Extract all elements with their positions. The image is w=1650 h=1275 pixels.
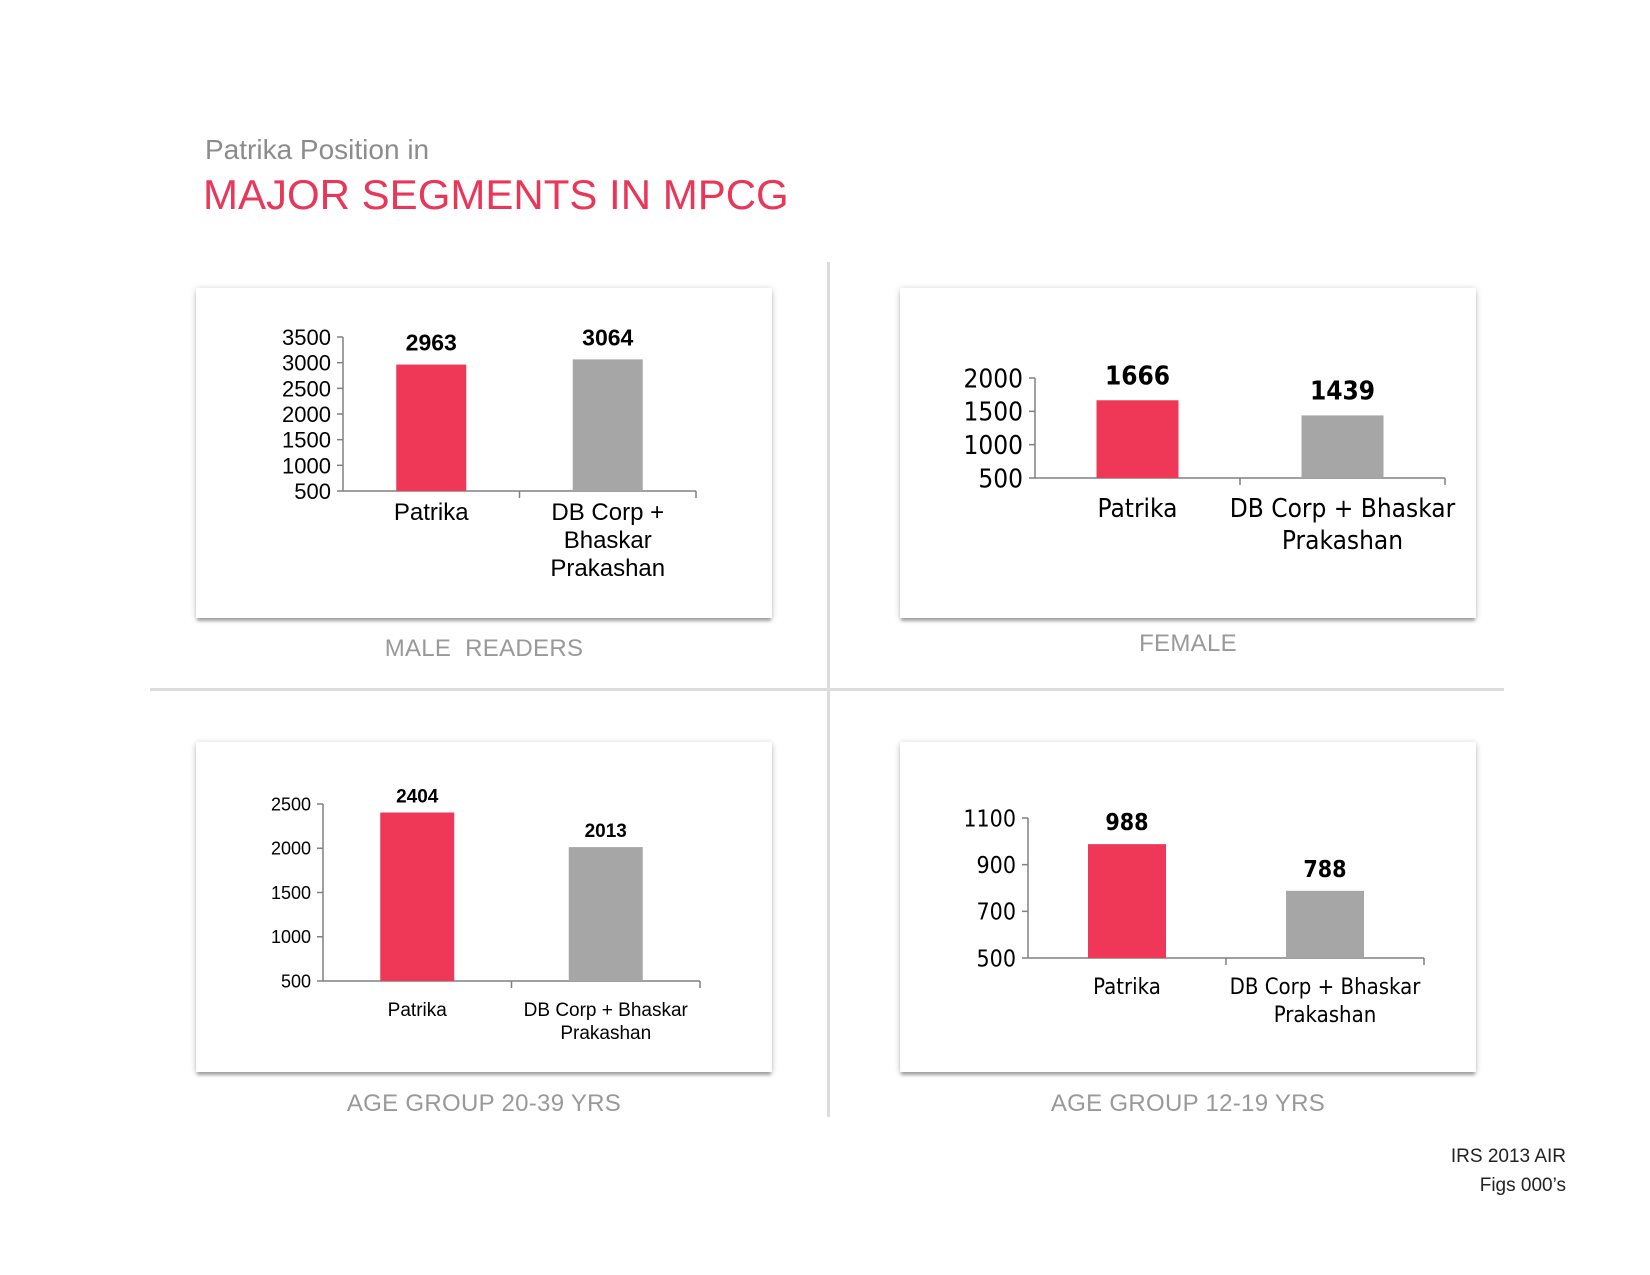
y-tick-label: 1000: [271, 927, 311, 947]
age-12-19-label: AGE GROUP 12-19 YRS: [1050, 1090, 1326, 1117]
bar-value-label: 2013: [585, 821, 627, 842]
age-12-19-chart: 500 700 900 1100 988 Patrika 788 DB Corp + Bhas…: [963, 806, 1425, 1028]
y-tick-label: 2500: [271, 794, 311, 814]
age-20-39-label: AGE GROUP 20-39 YRS: [346, 1090, 622, 1117]
bar-value-label: 3064: [582, 324, 633, 350]
bar-db-corp: [572, 359, 643, 491]
y-tick-label: 1000: [282, 453, 331, 478]
y-tick-label: 2000: [271, 839, 311, 859]
y-tick-label: 900: [977, 853, 1017, 879]
y-tick-label: 500: [978, 464, 1023, 494]
category-label: Patrika: [388, 1000, 448, 1021]
page-title: MAJOR SEGMENTS IN MPCG: [203, 171, 789, 218]
age-12-19-chart-panel: 500 700 900 1100 988 Patrika 788 DB Corp + Bhas…: [900, 742, 1476, 1072]
y-tick-label: 2500: [282, 376, 331, 401]
male-readers-label: MALE READERS: [384, 635, 584, 662]
bar-db-corp: [1286, 890, 1364, 958]
y-tick-label: 1500: [963, 398, 1023, 428]
source-line-1: IRS 2013 AIR: [1450, 1146, 1566, 1167]
bar-value-label: 788: [1303, 857, 1346, 883]
age-20-39-chart: 500 1000 1500 2000 2500 2404 Patrika 2013 DB Cor…: [271, 786, 701, 1044]
bar-value-label: 1666: [1105, 361, 1170, 391]
category-label: Prakashan: [1282, 526, 1403, 556]
y-tick-label: 1000: [963, 431, 1023, 461]
category-label: Prakashan: [550, 555, 665, 582]
category-label: Patrika: [1093, 975, 1161, 1000]
category-label: Prakashan: [560, 1023, 651, 1044]
y-tick-label: 500: [281, 971, 311, 991]
female-label: FEMALE: [1139, 630, 1237, 657]
bar-value-label: 988: [1105, 810, 1148, 836]
age-20-39-chart-panel: 500 1000 1500 2000 2500 2404 Patrika 2013 DB Cor…: [196, 742, 772, 1072]
bar-db-corp: [568, 847, 643, 981]
y-tick-label: 1500: [282, 428, 331, 453]
category-label: Patrika: [394, 499, 469, 526]
category-label: Bhaskar: [564, 527, 652, 554]
y-tick-label: 700: [977, 900, 1017, 926]
bar-value-label: 2963: [406, 330, 457, 356]
category-label: DB Corp + Bhaskar: [1230, 494, 1456, 524]
y-tick-label: 2000: [282, 402, 331, 427]
category-label: DB Corp +: [551, 499, 664, 526]
y-tick-label: 3500: [282, 325, 331, 350]
category-label: Prakashan: [1274, 1003, 1377, 1028]
category-label: Patrika: [1098, 494, 1178, 524]
category-label: DB Corp + Bhaskar: [524, 1000, 689, 1021]
bar-value-label: 1439: [1310, 376, 1375, 406]
y-tick-label: 2000: [963, 364, 1023, 394]
y-tick-label: 500: [977, 946, 1017, 972]
source-line-2: Figs 000’s: [1479, 1175, 1566, 1196]
y-tick-label: 500: [294, 479, 331, 504]
bar-db-corp: [1301, 415, 1384, 478]
male-readers-chart-panel: 500 1000 1500 2000 2500 3000 3500 2963 Patrika 30…: [196, 288, 772, 618]
y-tick-label: 3000: [282, 351, 331, 376]
bar-patrika: [1096, 400, 1179, 478]
bar-patrika: [380, 812, 455, 981]
source-note: IRS 2013 AIR Figs 000’s: [1451, 1142, 1566, 1200]
horizontal-divider: [150, 688, 1504, 691]
y-tick-label: 1100: [963, 806, 1016, 832]
category-label: DB Corp + Bhaskar: [1230, 975, 1422, 1000]
female-chart-panel: 500 1000 1500 2000 1666 Patrika 1439 DB Corp + …: [900, 288, 1476, 618]
bar-patrika: [396, 364, 467, 491]
bar-patrika: [1088, 844, 1166, 958]
page-subtitle: Patrika Position in: [205, 134, 430, 165]
bar-value-label: 2404: [396, 786, 439, 807]
y-tick-label: 1500: [271, 883, 311, 903]
